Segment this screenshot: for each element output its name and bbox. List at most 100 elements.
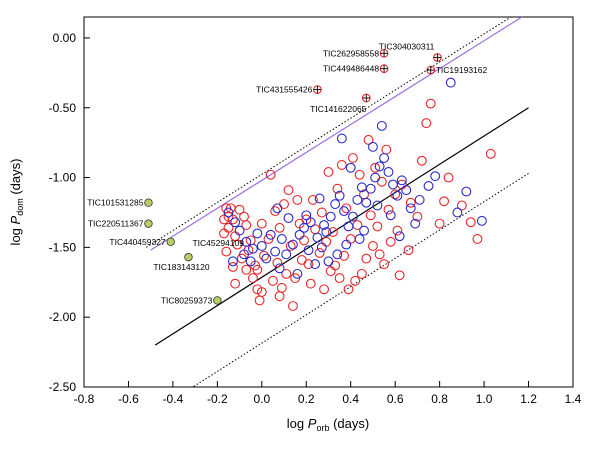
data-point xyxy=(305,217,316,228)
data-point xyxy=(345,162,356,173)
data-point xyxy=(394,270,405,281)
data-point xyxy=(301,210,312,221)
data-point xyxy=(227,214,238,225)
data-point xyxy=(299,222,309,233)
data-point xyxy=(385,210,396,221)
data-point xyxy=(241,220,252,230)
data-point xyxy=(374,249,385,260)
y-tick-label: 0.00 xyxy=(53,31,77,45)
data-point xyxy=(279,199,289,210)
data-point xyxy=(296,254,307,265)
data-point xyxy=(332,183,343,194)
data-point xyxy=(241,264,252,275)
data-point xyxy=(256,241,267,251)
data-point xyxy=(445,77,456,88)
data-point xyxy=(423,180,434,191)
data-point xyxy=(372,200,383,211)
data-point xyxy=(267,275,278,286)
point-annotation: TIC101531285 xyxy=(87,198,144,208)
labeled-point-marker xyxy=(166,237,175,246)
data-point xyxy=(274,263,285,274)
data-point xyxy=(374,161,385,172)
data-point xyxy=(241,236,252,247)
x-tick-label: 0.2 xyxy=(298,392,315,406)
x-tick-label: 0.0 xyxy=(253,392,270,406)
reference-line-2 xyxy=(145,17,512,248)
reference-line-1 xyxy=(154,107,529,346)
data-point xyxy=(272,203,283,214)
data-point xyxy=(292,194,303,205)
data-point xyxy=(254,295,265,306)
data-point xyxy=(372,221,383,232)
data-point xyxy=(265,169,276,180)
data-point xyxy=(345,234,356,244)
data-point xyxy=(425,98,436,109)
point-annotation: TIC449486448 xyxy=(323,64,380,74)
data-point xyxy=(336,133,347,144)
data-point xyxy=(414,194,425,205)
data-point xyxy=(343,221,354,232)
data-point xyxy=(272,257,283,268)
data-point xyxy=(265,229,276,240)
data-point xyxy=(330,199,341,210)
point-annotation: TIC262958558 xyxy=(323,48,380,58)
data-point xyxy=(476,215,487,226)
data-point xyxy=(256,218,267,229)
data-point xyxy=(368,241,378,251)
data-points xyxy=(219,77,496,311)
x-tick-label: -0.6 xyxy=(118,392,139,406)
data-point xyxy=(234,225,245,236)
y-axis-title: log Pdom (days) xyxy=(8,159,25,246)
data-point xyxy=(299,235,309,246)
data-point xyxy=(452,207,463,218)
data-point xyxy=(370,172,381,183)
data-point xyxy=(412,211,423,222)
point-annotation: TIC183143120 xyxy=(153,262,210,272)
data-point xyxy=(247,273,258,284)
data-point xyxy=(276,282,287,293)
data-point xyxy=(356,268,367,279)
data-point xyxy=(232,239,243,250)
data-point xyxy=(339,250,350,261)
data-point xyxy=(316,242,327,253)
data-point xyxy=(234,204,245,215)
data-point xyxy=(370,162,381,173)
data-point xyxy=(343,284,354,295)
data-point xyxy=(434,218,445,229)
data-point xyxy=(394,231,405,242)
data-point xyxy=(430,171,441,182)
data-point xyxy=(294,229,305,240)
x-tick-label: -0.8 xyxy=(74,392,95,406)
data-point xyxy=(223,207,234,218)
data-point xyxy=(274,291,285,302)
data-point xyxy=(341,239,352,250)
data-point xyxy=(403,245,414,256)
data-point xyxy=(365,210,376,221)
labeled-point-marker xyxy=(184,252,193,262)
data-point xyxy=(287,239,298,250)
data-point xyxy=(336,160,347,170)
data-point xyxy=(379,259,390,270)
point-annotation: TIC141622065 xyxy=(310,104,367,114)
data-point xyxy=(307,194,318,205)
data-point xyxy=(439,196,450,207)
data-point xyxy=(305,278,316,289)
labeled-point-marker xyxy=(144,198,153,207)
labeled-point-marker xyxy=(213,296,222,305)
data-point xyxy=(396,175,407,186)
data-point xyxy=(303,259,314,270)
data-point xyxy=(401,185,412,196)
data-point xyxy=(274,222,285,233)
data-point xyxy=(325,266,336,277)
data-point xyxy=(379,153,390,163)
data-point xyxy=(325,211,336,222)
data-point xyxy=(472,234,483,244)
point-annotation: TIC80259373 xyxy=(161,295,213,305)
data-point xyxy=(348,211,358,222)
data-point xyxy=(270,246,281,257)
point-annotation: TIC220511367 xyxy=(88,219,144,229)
data-point xyxy=(368,141,378,152)
data-point xyxy=(334,273,345,284)
